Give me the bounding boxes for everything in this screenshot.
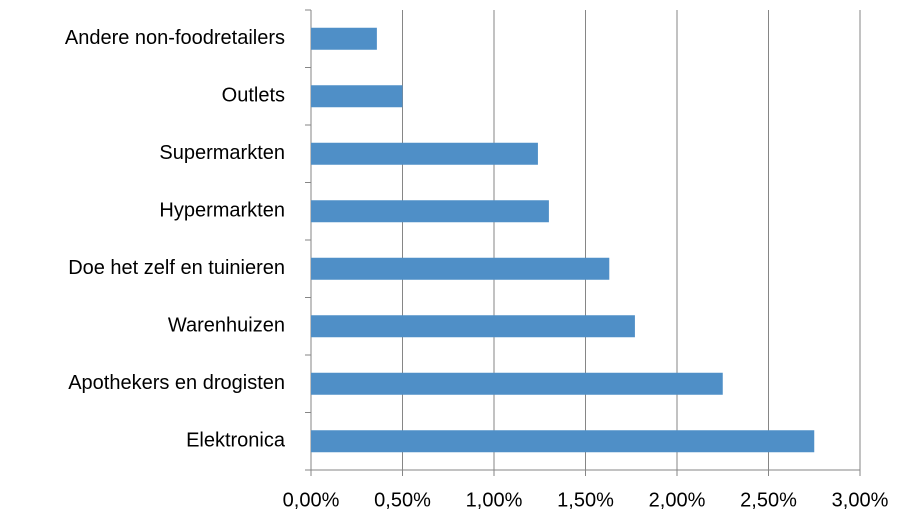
bar — [311, 257, 610, 280]
y-tick-label: Doe het zelf en tuinieren — [68, 257, 285, 279]
bar — [311, 142, 538, 165]
bar — [311, 27, 377, 50]
y-tick-label: Hypermarkten — [159, 200, 285, 222]
bar — [311, 85, 403, 108]
x-tick-label: 2,50% — [740, 489, 797, 511]
y-tick-label: Elektronica — [186, 430, 286, 452]
x-tick-label: 2,00% — [649, 489, 706, 511]
y-tick-label: Outlets — [222, 85, 285, 107]
y-tick-label: Apothekers en drogisten — [68, 372, 285, 394]
bar — [311, 315, 635, 338]
bar — [311, 372, 723, 395]
x-tick-label: 0,50% — [374, 489, 431, 511]
y-tick-label: Andere non-foodretailers — [65, 27, 285, 49]
y-tick-label: Warenhuizen — [168, 315, 285, 337]
bar — [311, 200, 549, 223]
x-tick-label: 1,00% — [466, 489, 523, 511]
y-tick-label: Supermarkten — [159, 142, 285, 164]
x-tick-label: 1,50% — [557, 489, 614, 511]
x-tick-label: 3,00% — [832, 489, 889, 511]
x-tick-label: 0,00% — [283, 489, 340, 511]
bar — [311, 430, 815, 453]
